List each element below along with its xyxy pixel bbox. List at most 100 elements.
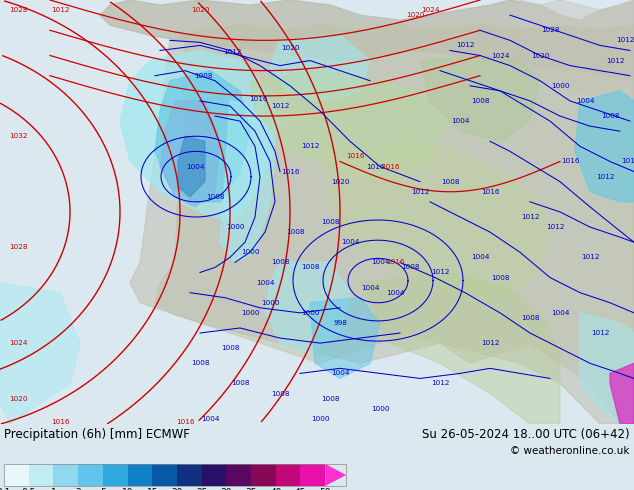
Text: 50: 50 [320, 488, 331, 490]
Polygon shape [178, 136, 205, 197]
Text: 1012: 1012 [481, 340, 499, 346]
Text: 1016: 1016 [381, 164, 399, 170]
Polygon shape [520, 0, 634, 96]
Text: 1012: 1012 [223, 49, 242, 55]
Polygon shape [220, 101, 275, 262]
Text: 1000: 1000 [551, 83, 569, 89]
Text: 1028: 1028 [9, 244, 27, 250]
Bar [301, 464, 325, 486]
Polygon shape [310, 298, 380, 378]
Polygon shape [420, 55, 540, 141]
Text: 20: 20 [171, 488, 183, 490]
Text: 1008: 1008 [601, 113, 619, 119]
Text: 1008: 1008 [221, 345, 239, 351]
Text: 1016: 1016 [249, 96, 268, 102]
Text: 1032: 1032 [9, 133, 27, 139]
Polygon shape [265, 262, 350, 353]
Text: 998: 998 [333, 320, 347, 326]
Text: 1000: 1000 [241, 310, 259, 316]
Text: 1000: 1000 [371, 406, 389, 412]
Polygon shape [155, 20, 634, 424]
Text: 1016: 1016 [366, 164, 384, 170]
Text: 1012: 1012 [430, 270, 450, 275]
Text: 1004: 1004 [471, 254, 489, 260]
Text: 30: 30 [221, 488, 232, 490]
Text: 1004: 1004 [371, 259, 389, 266]
Text: 1000: 1000 [261, 300, 279, 306]
Text: 0.1: 0.1 [0, 488, 11, 490]
Text: 1004: 1004 [186, 164, 204, 170]
Text: 1008: 1008 [301, 265, 320, 270]
Text: 1016: 1016 [281, 169, 299, 174]
Polygon shape [325, 464, 346, 486]
Polygon shape [0, 283, 80, 424]
Bar [103, 464, 127, 486]
Bar [4, 464, 29, 486]
Text: 1012: 1012 [521, 214, 540, 220]
Text: © weatheronline.co.uk: © weatheronline.co.uk [510, 446, 630, 456]
Text: 1004: 1004 [340, 239, 359, 245]
Text: 1004: 1004 [201, 416, 219, 422]
Text: 15: 15 [146, 488, 158, 490]
Text: 40: 40 [270, 488, 281, 490]
Text: 1012: 1012 [51, 7, 69, 13]
Text: 1012: 1012 [591, 330, 609, 336]
Text: 1012: 1012 [605, 57, 624, 64]
Text: 1012: 1012 [430, 380, 450, 387]
Text: 1012: 1012 [546, 224, 564, 230]
Polygon shape [155, 71, 250, 202]
Text: 1008: 1008 [286, 229, 304, 235]
Text: 1000: 1000 [301, 310, 320, 316]
Text: 1024: 1024 [421, 7, 439, 13]
Text: 1016: 1016 [51, 419, 69, 425]
Polygon shape [250, 71, 450, 182]
Bar [202, 464, 226, 486]
Text: 1012: 1012 [271, 103, 289, 109]
Text: 1020: 1020 [191, 7, 209, 13]
Text: 1008: 1008 [521, 315, 540, 321]
Text: 1020: 1020 [331, 179, 349, 185]
Text: 1020: 1020 [9, 395, 27, 402]
Text: 1016: 1016 [346, 153, 365, 159]
Polygon shape [580, 313, 634, 424]
Polygon shape [575, 91, 634, 202]
Text: 1012: 1012 [581, 254, 599, 260]
Bar [29, 464, 53, 486]
Polygon shape [120, 50, 280, 222]
Polygon shape [320, 141, 550, 303]
Text: 1012: 1012 [411, 189, 429, 195]
Text: 10: 10 [122, 488, 133, 490]
Bar [251, 464, 276, 486]
Text: 2: 2 [75, 488, 81, 490]
Polygon shape [610, 363, 634, 424]
Text: 45: 45 [295, 488, 306, 490]
Text: 1008: 1008 [441, 179, 459, 185]
Text: 1012: 1012 [596, 173, 614, 180]
Text: 1008: 1008 [321, 219, 339, 225]
Bar [78, 464, 103, 486]
Bar [276, 464, 301, 486]
Text: 1008: 1008 [231, 380, 249, 387]
Text: Su 26-05-2024 18..00 UTC (06+42): Su 26-05-2024 18..00 UTC (06+42) [422, 428, 630, 441]
Bar [53, 464, 78, 486]
Text: 1016: 1016 [385, 259, 404, 266]
Text: 35: 35 [245, 488, 257, 490]
Polygon shape [360, 272, 560, 424]
Text: 1: 1 [51, 488, 56, 490]
Text: 1008: 1008 [491, 274, 509, 280]
Polygon shape [160, 101, 220, 207]
Bar [226, 464, 251, 486]
Text: 1000: 1000 [226, 224, 244, 230]
Text: 1008: 1008 [271, 259, 289, 266]
Text: 25: 25 [196, 488, 207, 490]
Text: 1004: 1004 [451, 118, 469, 124]
Text: Precipitation (6h) [mm] ECMWF: Precipitation (6h) [mm] ECMWF [4, 428, 190, 441]
Text: 1012: 1012 [621, 158, 634, 165]
Text: 1004: 1004 [385, 290, 404, 295]
Bar [152, 464, 177, 486]
Text: 1024: 1024 [491, 52, 509, 58]
Text: 1008: 1008 [401, 265, 419, 270]
Text: 1020: 1020 [531, 52, 549, 58]
Text: 1004: 1004 [551, 310, 569, 316]
Text: 1008: 1008 [206, 194, 224, 200]
